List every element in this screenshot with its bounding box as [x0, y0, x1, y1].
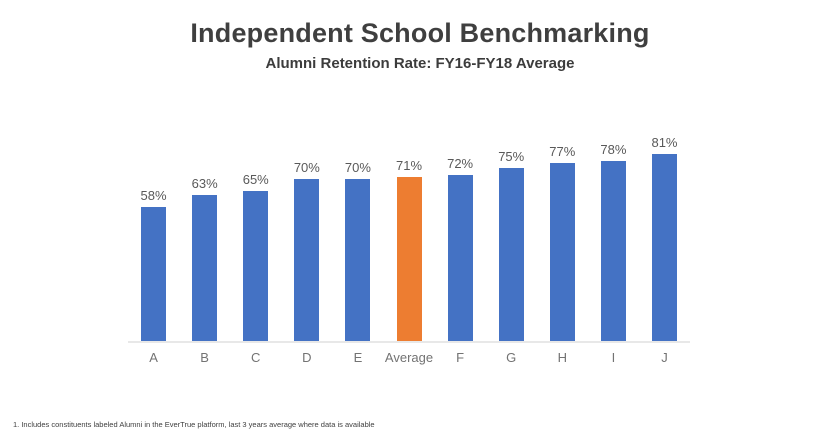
- bar-column: 71%: [383, 158, 434, 341]
- bar: [141, 207, 167, 341]
- bar-highlighted: [396, 177, 422, 341]
- bar-category-label: F: [456, 350, 465, 365]
- bar: [600, 161, 626, 341]
- bar-column: 75%: [486, 149, 537, 341]
- bar-value-label: 72%: [447, 156, 474, 171]
- bar-column: 58%: [128, 188, 179, 341]
- bar-value-label: 77%: [549, 144, 576, 159]
- bar: [294, 179, 320, 341]
- bar-column: 65%: [230, 172, 281, 341]
- chart-subtitle: Alumni Retention Rate: FY16-FY18 Average: [265, 55, 575, 72]
- bar-category-label: I: [611, 350, 616, 365]
- bar-category-label: B: [200, 350, 209, 365]
- bar-column: 78%: [588, 142, 639, 341]
- bar-category-label: G: [506, 350, 517, 365]
- chart-category-axis: A B C D E Average F G H I J: [128, 343, 690, 365]
- bar: [651, 154, 677, 341]
- chart-header: Independent School Benchmarking Alumni R…: [0, 18, 840, 72]
- bar: [549, 163, 575, 341]
- bar-category-label: D: [302, 350, 312, 365]
- bar-value-label: 81%: [651, 135, 678, 150]
- bar-column: 81%: [639, 135, 690, 341]
- footnote: 1. Includes constituents labeled Alumni …: [13, 420, 375, 429]
- bar-column: 72%: [435, 156, 486, 341]
- page-title: Independent School Benchmarking: [190, 18, 650, 48]
- bar: [345, 179, 371, 341]
- bar: [447, 175, 473, 341]
- bar-category-label: H: [557, 350, 567, 365]
- bar-value-label: 71%: [396, 158, 423, 173]
- bar-value-label: 75%: [498, 149, 525, 164]
- bar-value-label: 70%: [293, 160, 320, 175]
- bar-category-label: A: [149, 350, 158, 365]
- bar-column: 63%: [179, 176, 230, 341]
- bar: [243, 191, 269, 341]
- bar-category-label: E: [353, 350, 363, 365]
- bar-category-label: Average: [384, 350, 434, 365]
- bar: [498, 168, 524, 341]
- bar-category-label: J: [661, 350, 668, 365]
- bar-value-label: 58%: [140, 188, 167, 203]
- bar-value-label: 70%: [344, 160, 371, 175]
- bar-category-label: C: [251, 350, 261, 365]
- bar-column: 70%: [281, 160, 332, 341]
- bar-column: 77%: [537, 144, 588, 341]
- bar-value-label: 65%: [242, 172, 269, 187]
- bar: [192, 195, 218, 341]
- bar-value-label: 78%: [600, 142, 627, 157]
- bar-value-label: 63%: [191, 176, 218, 191]
- bar-column: 70%: [332, 160, 383, 341]
- chart-plot-area: 58% 63% 65% 70% 70% 71% 72% 75% 77% 78% 81%: [128, 130, 690, 343]
